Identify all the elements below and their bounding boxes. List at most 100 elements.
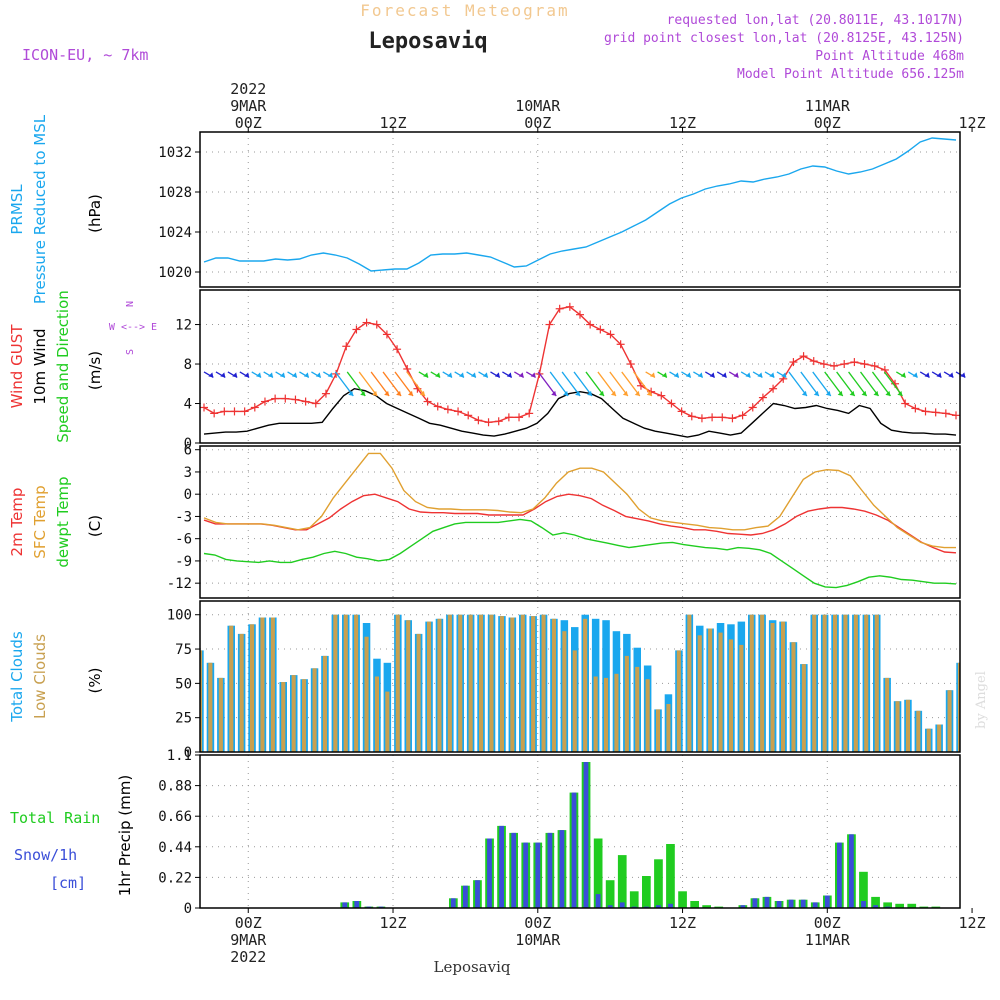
bar-low-clouds	[343, 614, 348, 752]
wind-arrow-shaft	[824, 371, 844, 397]
gust-marker	[311, 399, 320, 408]
bar-low-clouds	[853, 614, 858, 752]
wind-arrow	[370, 371, 390, 397]
gust-marker	[819, 360, 828, 369]
gust-marker	[687, 412, 696, 421]
gust-marker	[525, 409, 534, 418]
wind-arrow	[418, 371, 429, 378]
ytick-label: -12	[167, 576, 192, 592]
bar-snow-1h	[547, 832, 553, 908]
wind-arrow-head	[268, 372, 274, 378]
wind-arrow-head	[232, 372, 238, 378]
gust-marker	[606, 330, 615, 339]
wind-arrow-head	[407, 390, 413, 396]
bar-total-rain	[654, 859, 663, 908]
ylabel: Wind GUST	[8, 324, 26, 409]
bottom-axis-label: 12Z	[959, 914, 986, 932]
wind-arrow-head	[598, 390, 604, 396]
top-axis-label: 00Z	[524, 114, 551, 132]
bottom-axis-label: 00Z	[524, 914, 551, 932]
wind-arrow	[716, 371, 727, 378]
gust-marker	[260, 397, 269, 406]
ytick-label: 0	[184, 901, 192, 917]
wind-arrow-shaft	[848, 371, 868, 397]
wind-arrow-head	[745, 372, 751, 378]
bar-low-clouds	[937, 724, 942, 752]
bar-low-clouds	[645, 679, 650, 752]
wind-arrow	[585, 371, 605, 397]
wind-arrow-head	[685, 372, 691, 378]
ytick-label: 0	[184, 436, 192, 452]
point-altitude: Point Altitude 468m	[815, 49, 964, 64]
bottom-axis-label: 00Z	[235, 914, 262, 932]
wind-arrow-head	[575, 390, 581, 396]
bar-low-clouds	[291, 675, 296, 752]
wind-arrow-shaft	[370, 371, 390, 397]
wind-arrow-head	[291, 372, 297, 378]
wind-arrow-head	[610, 390, 616, 396]
wind-arrow-head	[924, 372, 930, 378]
bar-low-clouds	[468, 614, 473, 752]
wind-arrow-shaft	[621, 371, 641, 397]
ylabel: dewpt Temp	[54, 476, 72, 567]
bar-low-clouds	[416, 633, 421, 752]
bar-snow-1h	[849, 834, 854, 908]
gust-marker	[616, 340, 625, 349]
ytick-label: 1.1	[167, 748, 192, 764]
gust-marker	[443, 405, 452, 414]
wind-arrow	[346, 371, 366, 397]
wind-arrow-head	[447, 372, 453, 378]
bar-low-clouds	[718, 632, 723, 752]
wind-arrow-head	[825, 390, 831, 396]
wind-arrow-shaft	[358, 371, 378, 397]
bar-low-clouds	[374, 676, 379, 752]
wind-arrow-head	[733, 372, 739, 378]
gust-marker	[708, 413, 717, 422]
wind-arrow-head	[650, 372, 656, 378]
ytick-label: 1024	[158, 225, 192, 241]
gust-marker	[931, 408, 940, 417]
wind-arrow-head	[459, 372, 465, 378]
wind-arrow-head	[885, 390, 891, 396]
wind-arrow-head	[315, 372, 321, 378]
wind-arrow-shaft	[573, 371, 593, 397]
bar-total-rain	[859, 871, 868, 908]
gust-marker	[860, 360, 869, 369]
wind-arrow	[514, 371, 525, 378]
ytick-label: 50	[175, 676, 192, 692]
ylabel: Total Clouds	[8, 631, 26, 723]
bar-low-clouds	[458, 614, 463, 752]
ytick-label: 8	[184, 357, 192, 373]
wind-arrow-shaft	[800, 371, 820, 397]
ytick-label: -6	[175, 532, 192, 548]
bar-total-rain	[629, 891, 639, 908]
bar-snow-1h	[668, 903, 673, 908]
gust-marker	[494, 417, 503, 426]
wind-arrow-head	[960, 372, 966, 378]
gust-marker	[403, 364, 412, 373]
bar-snow-1h	[571, 792, 577, 908]
gust-marker	[515, 413, 524, 422]
gust-marker	[769, 384, 778, 393]
panel-temperature: -12 -9 -6 -3 0 3 6 2m Temp SFC Temp dewpt Temp (C)	[8, 443, 961, 599]
top-axis-label: 2022	[230, 80, 266, 98]
gust-marker	[840, 360, 849, 369]
wind-arrow	[502, 371, 513, 378]
bar-snow-1h	[354, 901, 360, 908]
top-axis-label: 00Z	[814, 114, 841, 132]
bar-low-clouds	[635, 666, 640, 752]
wind-arrow-head	[396, 390, 402, 396]
ylabel: PRMSL	[8, 184, 26, 235]
wind-arrow-shaft	[406, 371, 426, 397]
gust-marker	[474, 416, 483, 425]
panel-frame	[199, 289, 961, 444]
bar-low-clouds	[541, 614, 546, 752]
bar-low-clouds	[333, 614, 338, 752]
wind-arrow-shaft	[561, 371, 581, 397]
wind-arrow-head	[661, 372, 667, 378]
wind-arrow	[454, 371, 465, 378]
wind-arrow-head	[912, 372, 918, 378]
gust-marker	[748, 403, 757, 412]
ylabel: Low Clouds	[31, 634, 49, 719]
